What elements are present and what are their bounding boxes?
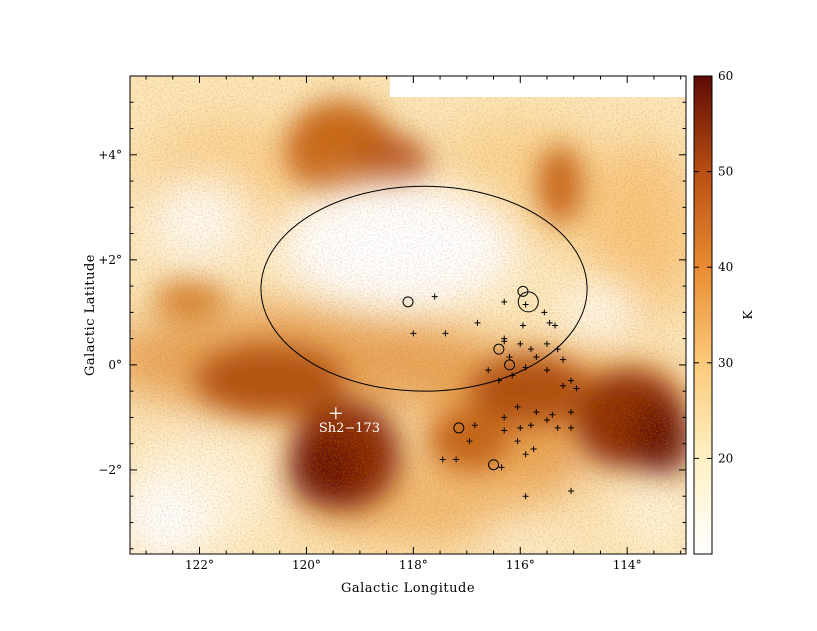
x-tick-label: 120° (292, 558, 321, 572)
axis-ticks: 122° 120° 118° 116° 114° +4° +2° 0° −2° (98, 75, 686, 572)
emission-map (130, 76, 686, 554)
y-tick-label: −2° (98, 463, 122, 477)
source-cross (527, 422, 534, 429)
source-cross (544, 367, 550, 374)
source-cross (544, 340, 550, 347)
source-cross (522, 451, 529, 458)
colorbar (693, 75, 713, 555)
source-cross (495, 377, 502, 384)
source-cross (568, 377, 575, 384)
colorbar-ticks: 20 30 40 50 60 (694, 69, 733, 465)
source-cross (522, 301, 529, 308)
source-cross (514, 438, 521, 445)
source-cross (568, 487, 575, 494)
colorbar-tick-label: 40 (718, 260, 733, 274)
source-cross (568, 409, 575, 416)
source-cross (560, 382, 567, 389)
source-cross (410, 330, 417, 337)
colorbar-tick-label: 50 (718, 165, 733, 179)
source-cross (549, 411, 556, 418)
source-cross (554, 424, 561, 431)
source-circle (402, 296, 414, 308)
colorbar-label: K (741, 309, 755, 319)
source-cross (517, 340, 524, 347)
source-cross (573, 385, 580, 392)
source-cross (546, 319, 553, 326)
x-tick-label: 116° (506, 558, 535, 572)
source-cross (506, 354, 513, 361)
source-cross (501, 338, 508, 345)
x-tick-label: 118° (399, 558, 428, 572)
source-circle (504, 359, 516, 371)
plot-frame (129, 75, 687, 555)
source-cross (519, 322, 526, 329)
source-cross (501, 298, 508, 305)
region-ellipse (260, 185, 588, 392)
source-cross (514, 403, 521, 410)
source-cross (453, 456, 460, 463)
x-tick-label: 122° (185, 558, 214, 572)
source-cross (471, 422, 478, 429)
y-tick-label: 0° (108, 358, 122, 372)
annotation-label: Sh2−173 (319, 421, 380, 436)
y-tick-label: +2° (98, 253, 122, 267)
source-circle (493, 343, 505, 355)
source-cross (466, 438, 473, 445)
source-cross (568, 424, 575, 431)
source-cross (522, 364, 529, 371)
source-cross (533, 354, 540, 361)
x-tick-label: 114° (613, 558, 642, 572)
source-cross (522, 493, 529, 500)
source-cross (501, 414, 508, 421)
source-cross (439, 456, 446, 463)
annotation-cross (329, 407, 342, 420)
blank-region (390, 76, 686, 97)
source-cross (509, 372, 516, 379)
source-cross (517, 424, 524, 431)
colorbar-tick-label: 60 (718, 69, 733, 83)
source-cross (533, 409, 540, 416)
source-cross (485, 367, 492, 374)
source-cross (544, 417, 550, 424)
source-cross (554, 346, 561, 353)
y-tick-label: +4° (98, 148, 122, 162)
source-cross (552, 322, 559, 329)
source-cross (560, 356, 567, 363)
source-cross (498, 464, 505, 471)
source-cross (541, 309, 548, 316)
y-axis-title: Galactic Latitude (83, 254, 98, 376)
source-cross (442, 330, 449, 337)
source-cross (474, 319, 481, 326)
source-cross (527, 346, 534, 353)
source-circle (453, 422, 465, 434)
colorbar-tick-label: 30 (718, 356, 733, 370)
x-axis-title: Galactic Longitude (341, 581, 475, 596)
source-cross (530, 445, 537, 452)
source-circle (517, 285, 529, 297)
source-circle (488, 459, 500, 471)
colorbar-tick-label: 20 (718, 451, 733, 465)
source-cross (431, 293, 438, 300)
source-cross (501, 427, 508, 434)
overlays: Sh2−173 (260, 185, 588, 500)
source-circle (517, 291, 539, 313)
